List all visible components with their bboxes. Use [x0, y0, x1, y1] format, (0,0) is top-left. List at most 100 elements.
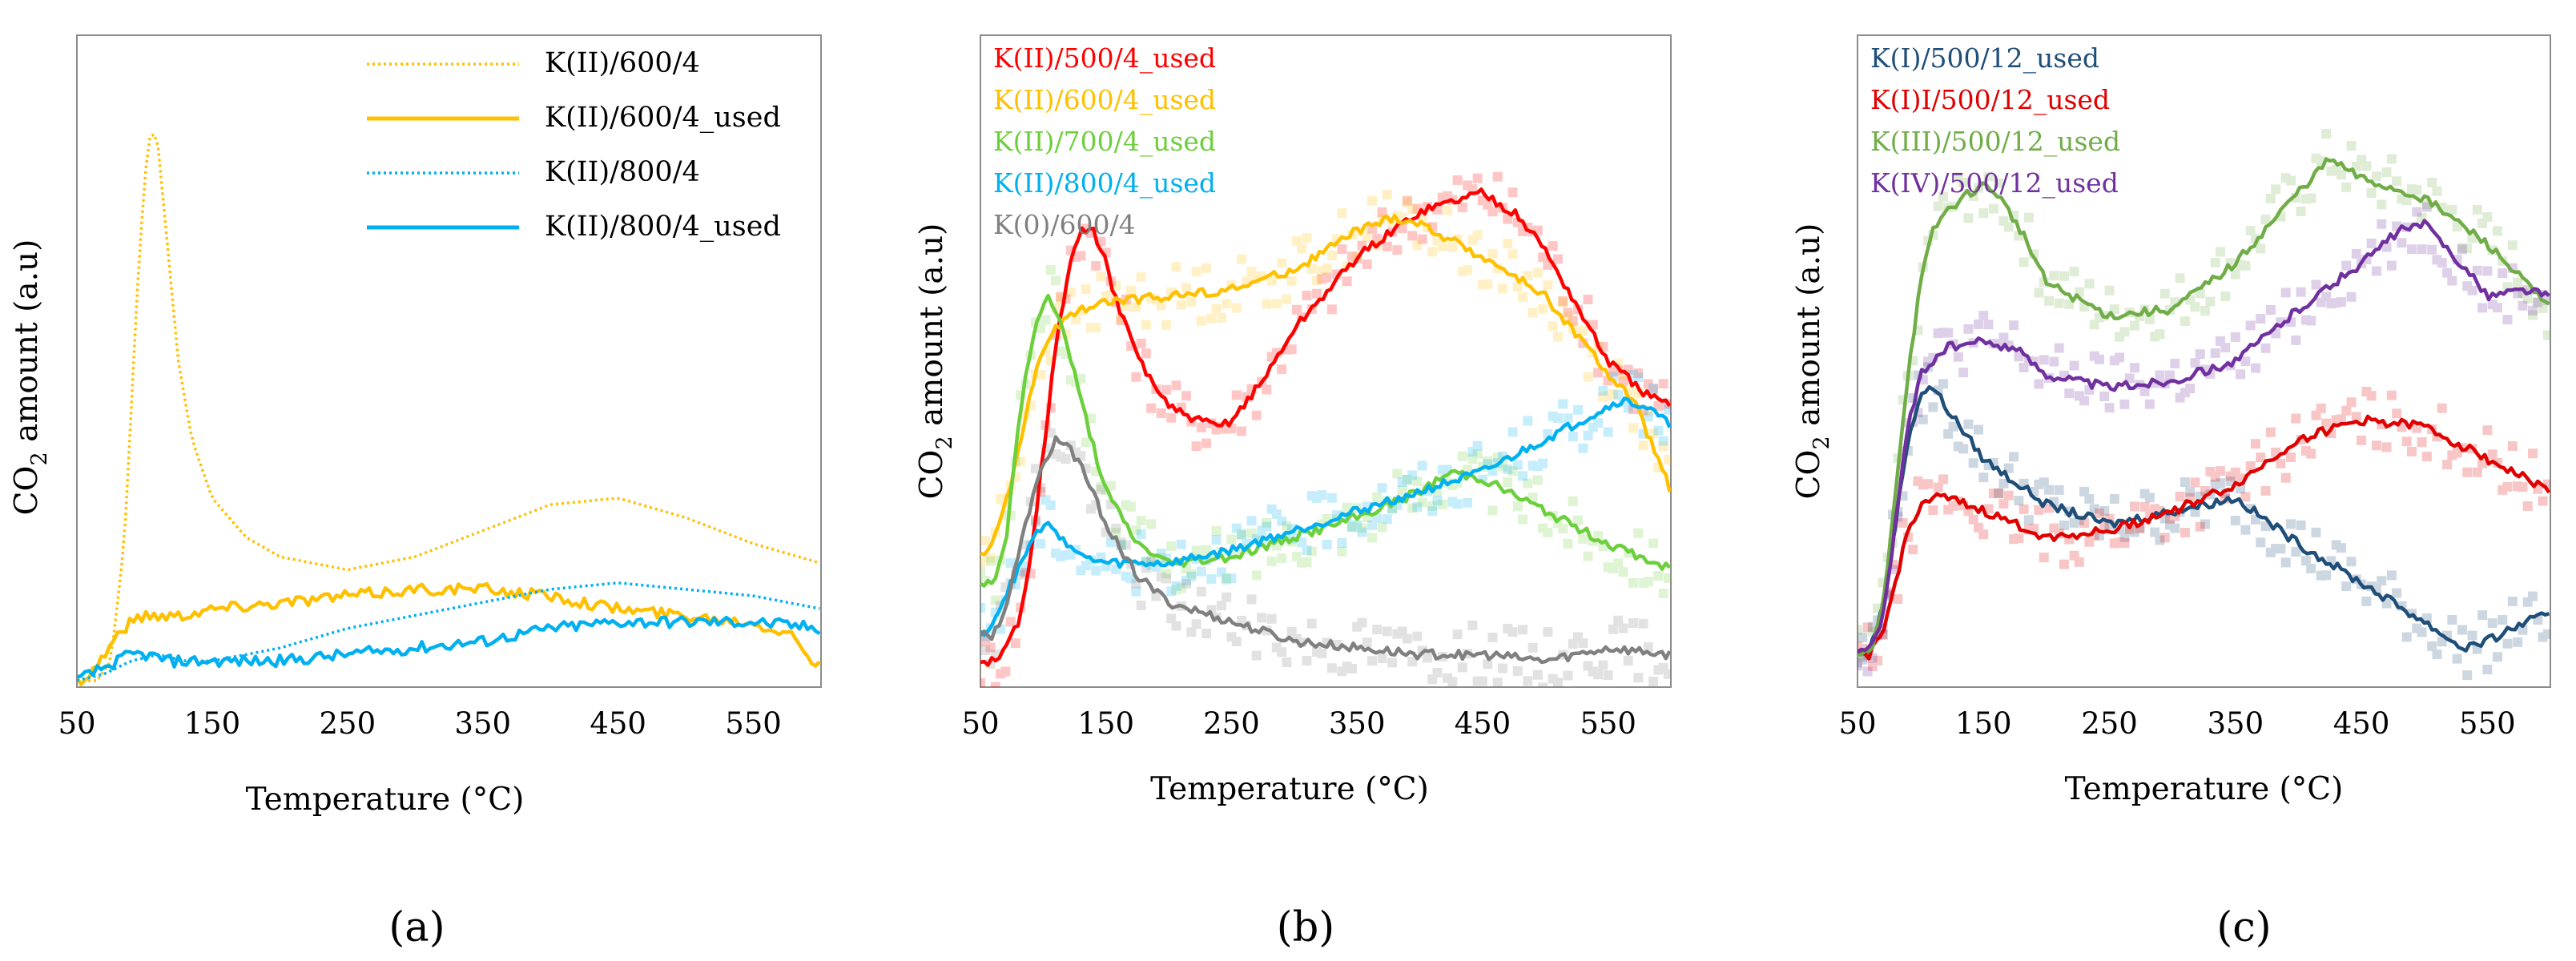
raw-point [2210, 257, 2220, 267]
raw-point [1251, 410, 1262, 420]
raw-point [1196, 316, 1206, 326]
raw-point [2331, 298, 2341, 308]
raw-point [1658, 662, 1668, 673]
raw-point [1377, 207, 1387, 217]
raw-point [2225, 476, 2236, 487]
raw-point [1151, 591, 1161, 601]
raw-point [1342, 276, 1352, 287]
raw-point [2477, 458, 2488, 468]
raw-point [1483, 199, 1493, 210]
raw-point [2412, 207, 2422, 217]
x-axis-label: Temperature (°C) [1150, 771, 1429, 807]
raw-point [1552, 678, 1563, 687]
raw-point [1497, 283, 1507, 294]
raw-point [2357, 155, 2367, 165]
raw-point [1076, 565, 1086, 576]
raw-point [1266, 556, 1277, 566]
raw-point [1523, 676, 1533, 686]
raw-point [1608, 388, 1618, 399]
raw-point [1598, 660, 1608, 670]
raw-point [2245, 320, 2256, 331]
raw-point [1437, 464, 1447, 475]
legend-entry: K(II)/800/4 [545, 156, 700, 188]
raw-point [1397, 476, 1407, 487]
raw-point [1953, 441, 1963, 452]
legend: K(II)/600/4 K(II)/600/4_used K(II)/800/4 K(… [367, 47, 781, 243]
raw-point [1457, 662, 1467, 673]
raw-point [2346, 141, 2357, 151]
raw-point [1558, 296, 1568, 306]
raw-point [2472, 204, 2482, 215]
raw-point [2407, 184, 2417, 195]
raw-point [1051, 548, 1061, 558]
raw-point [1061, 550, 1071, 561]
raw-point [1176, 539, 1186, 549]
raw-point [1953, 172, 1963, 183]
raw-point [1503, 214, 1513, 224]
raw-point [2009, 452, 2019, 462]
raw-point [1166, 412, 1177, 423]
raw-point [2170, 523, 2180, 533]
raw-point [2381, 442, 2392, 452]
raw-point [1377, 522, 1387, 533]
raw-point [2059, 271, 2069, 281]
raw-point [2477, 303, 2488, 313]
raw-point [2130, 320, 2139, 331]
raw-point [1051, 275, 1061, 286]
raw-point [1653, 425, 1664, 436]
raw-point [1467, 235, 1478, 245]
raw-point [1648, 384, 1659, 394]
raw-point [1081, 437, 1091, 448]
raw-point [2498, 615, 2508, 625]
raw-point [1603, 562, 1613, 573]
raw-point [1322, 539, 1332, 549]
series-line-1 [980, 187, 1671, 667]
raw-point [2215, 466, 2225, 476]
raw-point [1938, 191, 1948, 202]
raw-point [1858, 654, 1868, 665]
raw-point [1968, 514, 1978, 525]
raw-point [2397, 194, 2407, 204]
legend-entry: K(II)/600/4 [545, 47, 700, 79]
raw-point [2492, 652, 2502, 662]
raw-point [1523, 271, 1533, 281]
raw-point [1503, 477, 1513, 488]
raw-point [2099, 391, 2110, 401]
raw-point [2119, 399, 2130, 409]
raw-point [1427, 247, 1438, 257]
raw-point [1266, 504, 1277, 514]
raw-point [1427, 674, 1438, 685]
raw-point [1076, 251, 1086, 261]
raw-point [1186, 569, 1197, 579]
raw-point [2099, 521, 2110, 532]
raw-point [2280, 472, 2291, 483]
raw-point [2150, 527, 2160, 537]
raw-point [1492, 678, 1503, 687]
raw-point [2442, 460, 2453, 470]
legend-entry: K(II)/800/4_used [545, 211, 781, 243]
raw-point [2109, 304, 2119, 314]
raw-point [2487, 300, 2498, 310]
raw-point [1322, 263, 1332, 273]
raw-point [1326, 663, 1337, 674]
raw-point [1382, 241, 1392, 251]
raw-point [1558, 524, 1568, 534]
raw-point [1111, 523, 1121, 533]
raw-point [1483, 456, 1493, 466]
raw-point [1186, 627, 1197, 637]
raw-point [1306, 264, 1317, 275]
raw-point [2240, 260, 2251, 271]
raw-point [1918, 414, 1928, 424]
raw-point [1978, 472, 1989, 483]
raw-point [2064, 388, 2075, 399]
raw-point [980, 645, 985, 655]
raw-point [2144, 493, 2155, 503]
raw-point [1236, 530, 1246, 541]
raw-point [2542, 479, 2550, 489]
raw-point [1463, 497, 1473, 508]
raw-point [1447, 677, 1458, 687]
raw-point [2477, 218, 2488, 228]
raw-point [2311, 153, 2321, 163]
raw-point [1402, 195, 1412, 206]
